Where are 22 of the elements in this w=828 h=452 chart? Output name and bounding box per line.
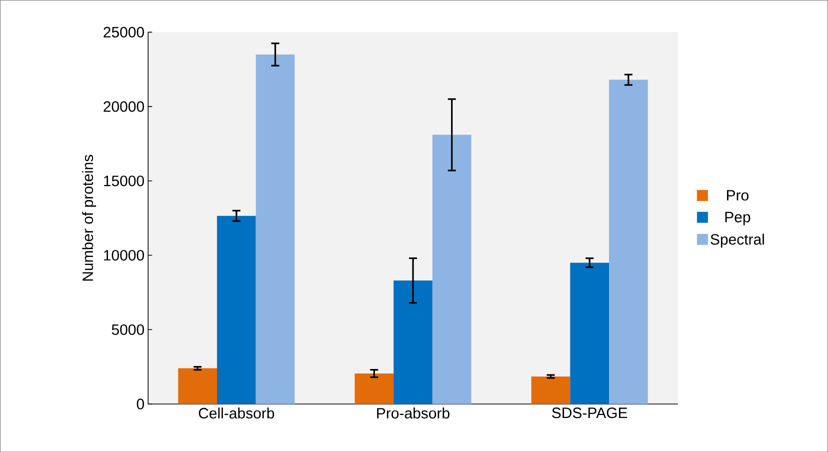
x-tick-label: Cell-absorb [198,407,274,418]
bar [394,280,432,404]
legend-label: Pep [725,212,750,226]
y-tick-label: 20000 [104,101,144,112]
bar [570,262,610,404]
bar [256,54,295,404]
y-tick-label: 15000 [104,176,144,186]
x-tick-label: Pro-absorb [377,407,450,418]
bar [354,373,394,404]
bar [216,216,256,404]
bar [178,368,217,404]
y-axis-title: Number of proteins [82,154,96,281]
legend-label: Spectral [710,234,764,248]
y-tick-label: 10000 [104,250,144,260]
legend-label: Pro [727,190,748,200]
y-tick-label: 25000 [104,26,144,38]
bar [531,376,570,404]
y-tick-label: 5000 [112,324,144,335]
x-tick-label: SDS-PAGE [552,407,628,418]
bar [432,134,472,404]
y-tick-label: 0 [136,398,144,410]
bar [609,80,648,404]
